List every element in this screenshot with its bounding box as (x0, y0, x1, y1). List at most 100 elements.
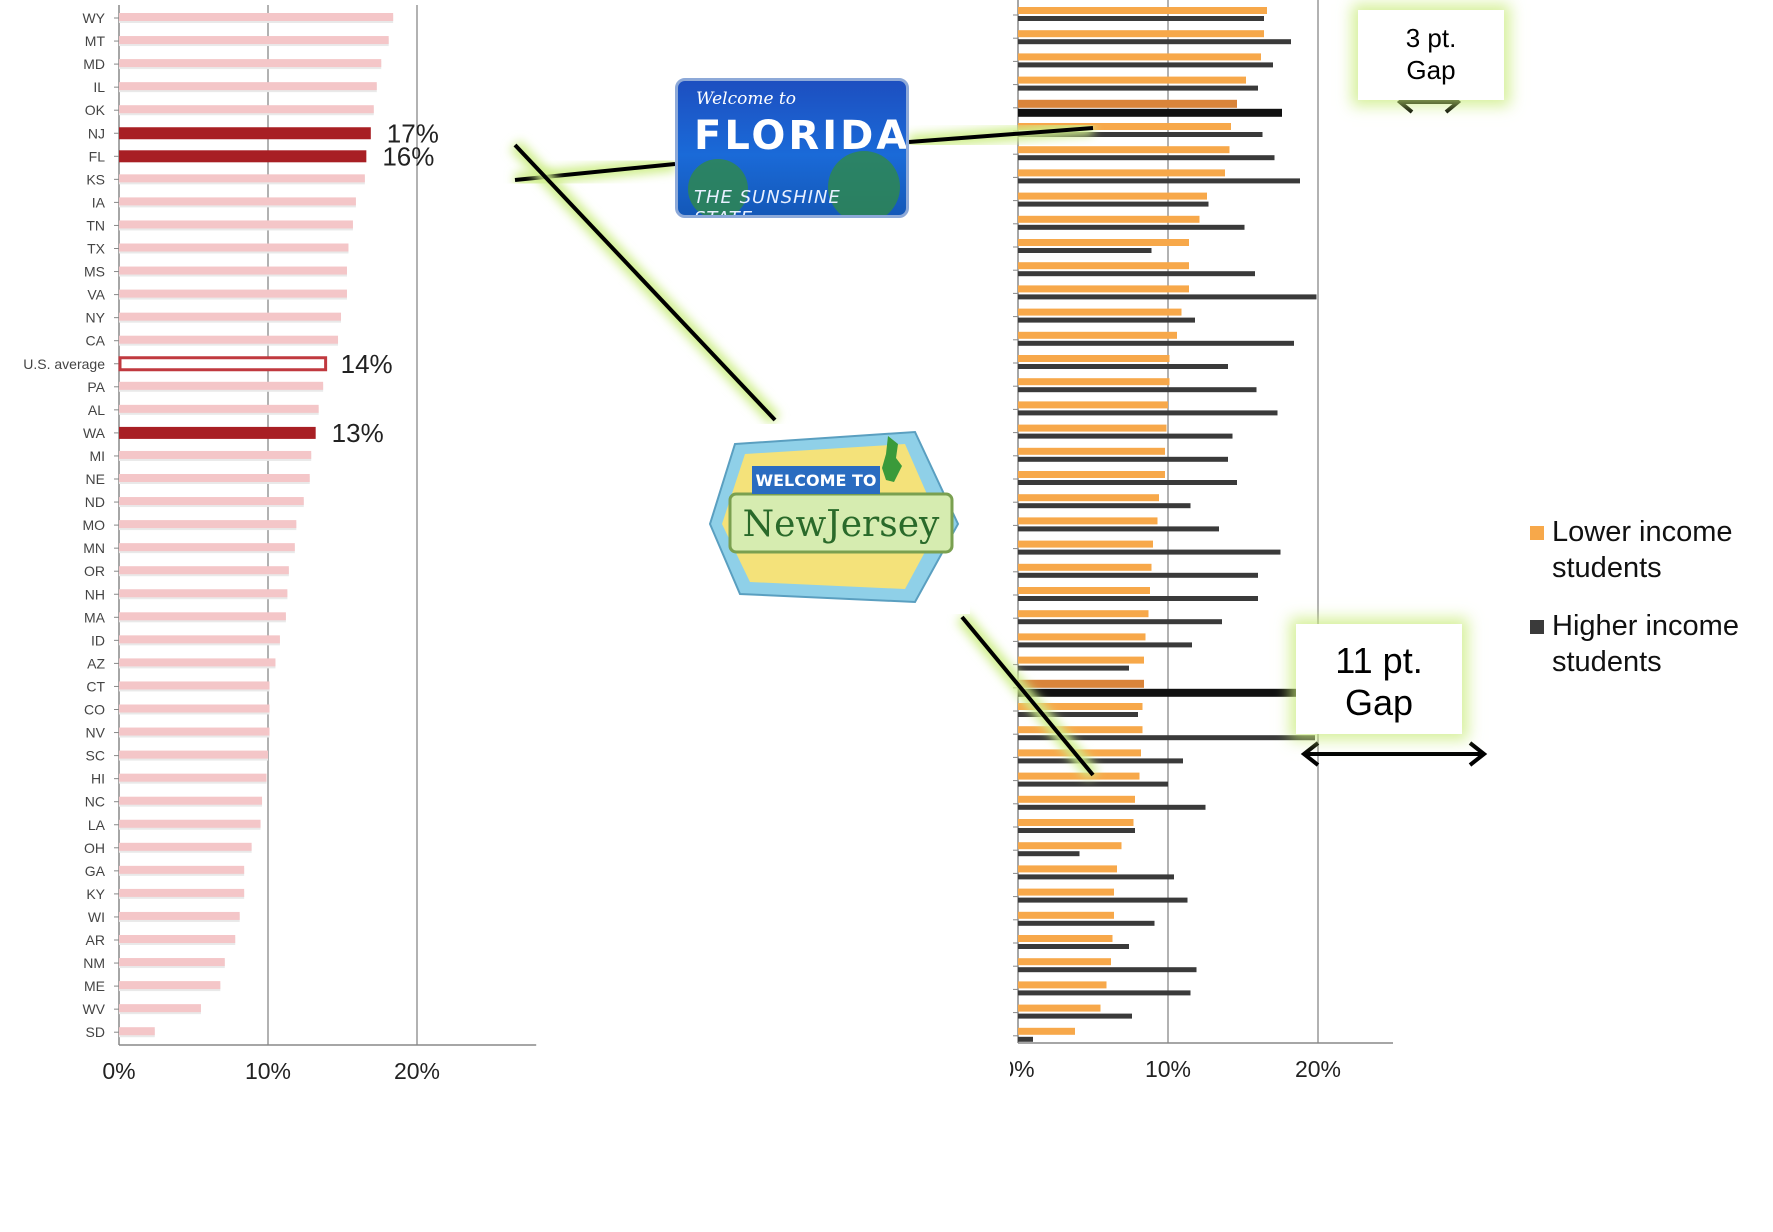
bar (119, 381, 324, 390)
category-label: TN (86, 217, 105, 233)
bar-lower (1018, 1004, 1101, 1012)
category-label: NE (86, 471, 105, 487)
category-label: WI (88, 909, 105, 925)
category-label: KS (86, 171, 105, 187)
palm-tree-icon (688, 159, 748, 215)
right-bar-chart: WYMTOKMSFLIATNKSNDALIDNYILORTXMOU.S. ave… (1010, 0, 1393, 1082)
category-label: AZ (87, 655, 105, 671)
bar-lower (1018, 262, 1189, 270)
bar-higher (1018, 735, 1315, 741)
nj-gap-callout: 11 pt. Gap (1296, 624, 1462, 734)
category-label: MO (82, 517, 105, 533)
bar-higher (1018, 596, 1258, 601)
category-label: MI (89, 448, 105, 464)
bar-lower (1018, 819, 1134, 826)
bar-lower (1018, 679, 1144, 688)
bar (119, 243, 349, 252)
new-jersey-welcome-sign: WELCOME TO NewJersey (708, 430, 960, 604)
bar-higher (1018, 642, 1192, 648)
bar (119, 150, 367, 163)
bar-lower (1018, 239, 1189, 246)
bar (119, 935, 236, 943)
florida-gap-value: 3 pt. (1405, 23, 1457, 53)
bar-lower (1018, 540, 1153, 548)
bar (119, 474, 310, 482)
bar-higher (1018, 990, 1191, 996)
bar (119, 520, 297, 529)
bar-lower (1018, 563, 1152, 571)
bar-higher (1018, 410, 1278, 416)
bar-lower (1018, 215, 1200, 223)
category-label: AR (86, 932, 105, 948)
bar-higher (1018, 549, 1281, 555)
bar (119, 704, 270, 713)
bar-higher (1018, 665, 1129, 671)
bar-lower (1018, 958, 1111, 966)
bar-lower (1018, 53, 1261, 61)
bar-higher (1018, 804, 1206, 810)
bar-higher (1018, 897, 1188, 903)
data-label: 17% (387, 118, 439, 148)
category-label: FL (89, 148, 106, 164)
x-tick-label: 0% (102, 1058, 135, 1084)
bar-higher (1018, 1036, 1033, 1042)
category-label: OR (84, 563, 105, 579)
bar-higher (1018, 294, 1317, 300)
category-label: WY (82, 10, 105, 26)
bar-higher (1018, 1013, 1132, 1019)
bar (119, 220, 353, 229)
bar-lower (1018, 123, 1231, 130)
bar (119, 426, 316, 439)
florida-gap-callout: 3 pt. Gap (1358, 10, 1504, 100)
bar (119, 450, 312, 459)
category-label: LA (88, 817, 106, 833)
florida-sign-name: FLORIDA (694, 113, 909, 159)
bar (119, 773, 267, 782)
category-label: OH (84, 840, 105, 856)
bar-higher (1018, 248, 1152, 253)
category-label: MD (83, 56, 105, 72)
new-jersey-sign-area: WELCOME TO NewJersey (700, 424, 970, 614)
x-tick-label: 0% (1010, 1056, 1035, 1082)
x-tick-label: 10% (245, 1058, 291, 1084)
bar-higher (1018, 39, 1291, 45)
bar-higher (1018, 224, 1245, 230)
florida-welcome-sign: Welcome to FLORIDA THE SUNSHINE STATE (675, 78, 909, 218)
bar-lower (1018, 146, 1230, 154)
bar-lower (1018, 703, 1143, 710)
bar-lower (1018, 1027, 1075, 1035)
x-tick-label: 20% (1295, 1056, 1341, 1082)
bar-higher (1018, 178, 1300, 184)
bar-lower (1018, 447, 1165, 455)
bar (119, 727, 270, 736)
bar-higher (1018, 967, 1197, 973)
bar (119, 865, 245, 874)
bar-lower (1018, 842, 1122, 850)
bar (119, 819, 261, 828)
category-label: HI (91, 771, 105, 787)
bar-lower (1018, 610, 1149, 618)
bar (119, 635, 280, 644)
category-label: MA (84, 609, 106, 625)
bar-lower (1018, 424, 1167, 432)
category-label: KY (86, 886, 105, 902)
bar (119, 312, 342, 321)
bar-higher (1018, 456, 1228, 462)
category-label: OK (85, 102, 106, 118)
nj-sign-name: NewJersey (743, 504, 940, 545)
palm-tree-icon (828, 151, 900, 215)
nj-gap-value: 11 pt. (1335, 640, 1423, 681)
category-label: NH (85, 586, 105, 602)
category-label: ND (85, 494, 105, 510)
data-label: 13% (332, 418, 384, 448)
bar-higher (1018, 944, 1129, 949)
bar-higher (1018, 828, 1135, 833)
bar (119, 589, 288, 598)
bar (119, 658, 276, 667)
bar-lower (1018, 981, 1107, 989)
bar-higher (1018, 688, 1311, 697)
bar-higher (1018, 920, 1155, 926)
bar-lower (1018, 285, 1189, 293)
bar (119, 197, 356, 206)
legend-label-higher: Higher income students (1552, 610, 1739, 678)
